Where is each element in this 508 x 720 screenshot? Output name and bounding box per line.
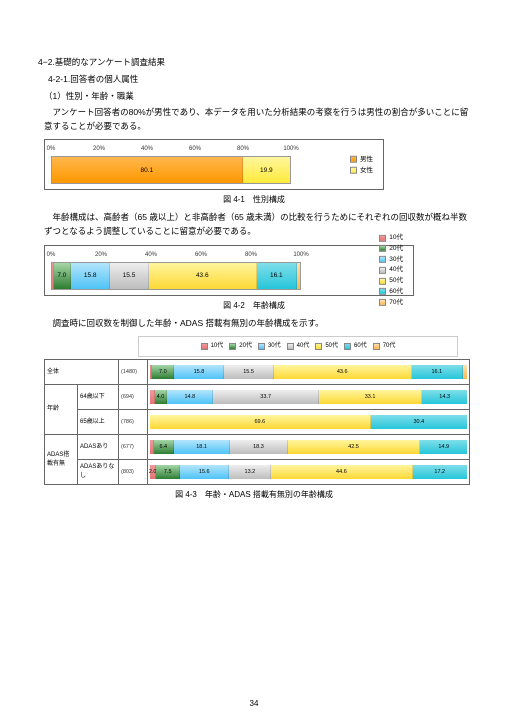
bar-segment: 14.9 — [420, 440, 467, 454]
legend-item: 70代 — [379, 298, 403, 308]
bar-segment — [297, 263, 300, 289]
chart-age: 0%20%40%60%80%100% 7.015.815.543.616.1 1… — [44, 245, 414, 296]
bar-cell: 7.015.815.543.616.1 — [148, 360, 470, 385]
bar-segment: 16.1 — [412, 365, 463, 379]
bar-segment: 13.2 — [229, 465, 271, 479]
bar-segment: 4.0 — [155, 390, 168, 404]
bar-age: 7.015.815.543.616.1 — [51, 262, 301, 290]
bar-segment: 14.3 — [422, 390, 467, 404]
legend-gender: 男性女性 — [350, 154, 373, 177]
bar-segment: 19.9 — [243, 157, 290, 183]
legend-item: 60代 — [344, 342, 367, 351]
legend-item: 70代 — [373, 342, 396, 351]
table-row: 65歳以上(786)69.630.4 — [45, 410, 470, 435]
group-cell: 年齢 — [45, 385, 78, 435]
legend-item: 30代 — [379, 255, 403, 265]
count-cell: (786) — [119, 410, 148, 435]
bar-segment — [463, 365, 467, 379]
table-row: ADASありなし(803)2.07.515.613.244.617.2 — [45, 460, 470, 485]
bar-segment: 69.6 — [150, 415, 371, 429]
bar-segment: 15.5 — [224, 365, 273, 379]
bar-segment: 16.1 — [257, 263, 297, 289]
legend-header: 10代 20代 30代 40代 50代 60代 70代 — [138, 336, 458, 357]
legend-item: 男性 — [350, 155, 373, 165]
bar-cell: 4.014.833.733.114.3 — [148, 385, 470, 410]
section-title: 4−2.基礎的なアンケート調査結果 — [38, 56, 470, 69]
bar-segment: 15.8 — [174, 365, 224, 379]
axis-1: 0%20%40%60%80%100% — [51, 145, 291, 156]
bar-segment: 33.1 — [319, 390, 422, 404]
group-cell: 全体 — [45, 360, 119, 385]
count-cell: (677) — [119, 435, 148, 460]
legend-item: 40代 — [379, 265, 403, 275]
bar-segment: 6.4 — [154, 440, 174, 454]
axis-2: 0%20%40%60%80%100% — [51, 251, 301, 262]
subgroup-cell: ADASあり — [78, 435, 119, 460]
subgroup-cell: 64歳以下 — [78, 385, 119, 410]
bar-segment: 18.3 — [230, 440, 287, 454]
bar-segment: 30.4 — [371, 415, 467, 429]
legend-item: 50代 — [315, 342, 338, 351]
page-number: 34 — [0, 698, 508, 710]
bar-segment: 44.6 — [271, 465, 412, 479]
item-title: （1）性別・年齢・職業 — [44, 90, 470, 103]
bar-segment: 33.7 — [213, 390, 318, 404]
bar-cell: 6.418.118.342.514.9 — [148, 435, 470, 460]
legend-item: 50代 — [379, 276, 403, 286]
bar-segment: 80.1 — [52, 157, 243, 183]
subgroup-cell: ADASありなし — [78, 460, 119, 485]
caption-1: 図 4-1 性別構成 — [38, 194, 470, 206]
bar-segment: 15.5 — [110, 263, 148, 289]
paragraph-2: 年齢構成は、高齢者（65 歳以上）と非高齢者（65 歳未満）の比較を行うためにそ… — [44, 211, 470, 238]
subsection-title: 4-2-1.回答者の個人属性 — [48, 73, 470, 86]
bar-segment: 15.8 — [71, 263, 110, 289]
bar-segment: 7.5 — [156, 465, 180, 479]
legend-item: 30代 — [258, 342, 281, 351]
bar-gender: 80.119.9 — [51, 156, 291, 184]
bar-segment: 7.0 — [54, 263, 71, 289]
bar-segment: 18.1 — [174, 440, 231, 454]
bar-segment: 14.8 — [167, 390, 213, 404]
table-row: ADAS搭載有無ADASあり(677)6.418.118.342.514.9 — [45, 435, 470, 460]
bar-segment: 17.2 — [413, 465, 467, 479]
subgroup-cell: 65歳以上 — [78, 410, 119, 435]
legend-item: 60代 — [379, 287, 403, 297]
bar-segment: 42.5 — [288, 440, 421, 454]
bar-cell: 2.07.515.613.244.617.2 — [148, 460, 470, 485]
bar-segment: 15.6 — [180, 465, 229, 479]
legend-age: 10代20代30代40代50代60代70代 — [379, 232, 403, 308]
table-row: 年齢64歳以下(694)4.014.833.733.114.3 — [45, 385, 470, 410]
table-age-adas: 全体(1480)7.015.815.543.616.1年齢64歳以下(694)4… — [44, 359, 470, 485]
legend-item: 20代 — [229, 342, 252, 351]
paragraph-1: アンケート回答者の80%が男性であり、本データを用いた分析結果の考察を行うは男性… — [44, 106, 470, 133]
legend-item: 10代 — [379, 233, 403, 243]
legend-item: 女性 — [350, 165, 373, 175]
legend-item: 10代 — [201, 342, 224, 351]
legend-item: 40代 — [287, 342, 310, 351]
chart-gender: 0%20%40%60%80%100% 80.119.9 男性女性 — [44, 139, 384, 190]
count-cell: (803) — [119, 460, 148, 485]
bar-cell: 69.630.4 — [148, 410, 470, 435]
paragraph-3: 調査時に回収数を制御した年齢・ADAS 搭載有無別の年齢構成を示す。 — [44, 317, 470, 331]
group-cell: ADAS搭載有無 — [45, 435, 78, 485]
caption-3: 図 4-3 年齢・ADAS 搭載有無別の年齢構成 — [38, 489, 470, 501]
bar-segment: 43.6 — [149, 263, 257, 289]
bar-segment: 43.6 — [274, 365, 412, 379]
bar-segment: 7.0 — [152, 365, 174, 379]
caption-2: 図 4-2 年齢構成 — [38, 300, 470, 312]
count-cell: (694) — [119, 385, 148, 410]
count-cell: (1480) — [119, 360, 148, 385]
table-row: 全体(1480)7.015.815.543.616.1 — [45, 360, 470, 385]
legend-item: 20代 — [379, 244, 403, 254]
